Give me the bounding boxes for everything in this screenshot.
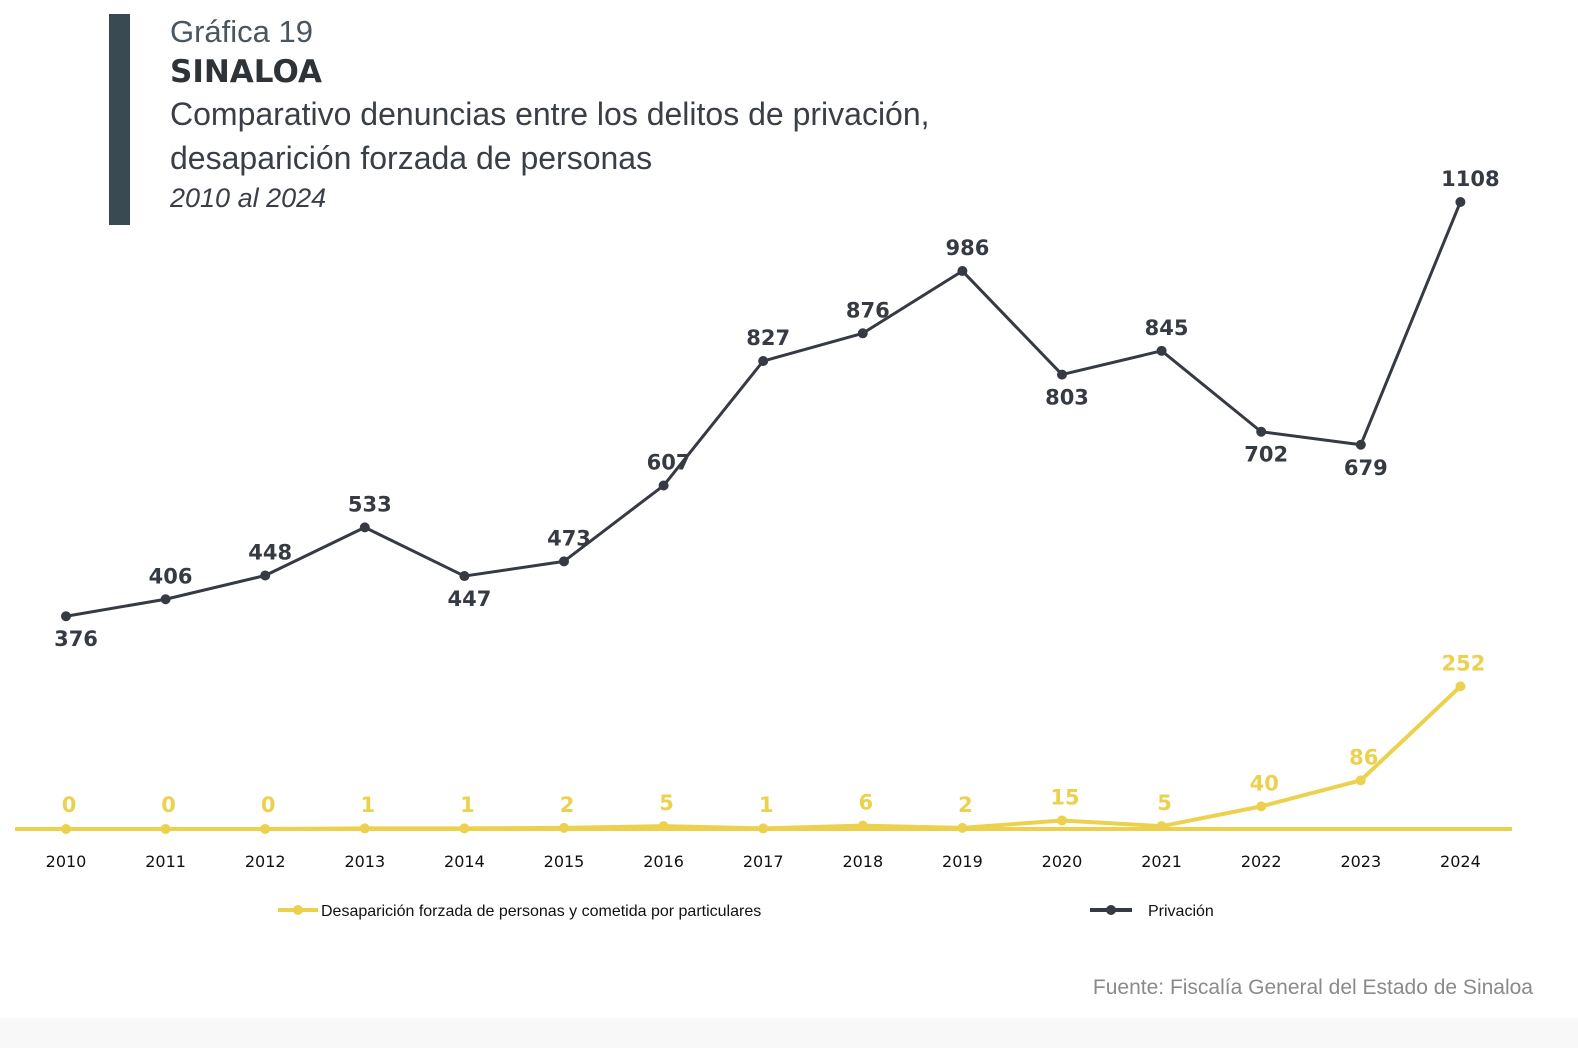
data-label: 0 — [161, 793, 176, 817]
data-point — [1057, 815, 1067, 826]
data-point — [1256, 801, 1267, 812]
data-point — [1156, 345, 1167, 356]
data-label: 473 — [547, 526, 591, 550]
chart-title-line2: desaparición forzada de personas — [170, 140, 653, 176]
data-point — [1455, 197, 1466, 207]
data-label: 1108 — [1441, 167, 1499, 191]
x-tick-label: 2021 — [1141, 852, 1182, 871]
data-point — [260, 570, 271, 581]
accent-bar — [109, 14, 130, 225]
data-point — [957, 266, 968, 277]
data-label: 876 — [846, 298, 890, 322]
chart-number: Gráfica 19 — [170, 14, 314, 49]
source-note: Fuente: Fiscalía General del Estado de S… — [1092, 976, 1533, 999]
data-point — [559, 822, 569, 833]
x-tick-label: 2019 — [942, 852, 983, 871]
data-label: 845 — [1145, 316, 1189, 340]
x-tick-label: 2018 — [842, 852, 883, 871]
data-point — [559, 556, 569, 567]
chart-subtitle: 2010 al 2024 — [170, 183, 327, 213]
data-point — [1455, 681, 1466, 692]
x-tick-label: 2017 — [743, 852, 784, 871]
x-tick-label: 2014 — [444, 852, 485, 871]
data-label: 827 — [746, 326, 790, 350]
x-tick-label: 2013 — [344, 852, 385, 871]
data-point — [758, 356, 769, 367]
data-point — [1057, 369, 1067, 380]
data-label: 533 — [348, 492, 392, 516]
data-label: 15 — [1050, 786, 1079, 810]
legend-marker-privacion — [1106, 905, 1116, 915]
x-tick-label: 2011 — [145, 852, 186, 871]
data-label: 5 — [659, 791, 674, 815]
data-label: 448 — [248, 540, 292, 564]
x-tick-label: 2023 — [1340, 852, 1381, 871]
footer-strip — [0, 1018, 1578, 1048]
x-tick-label: 2012 — [245, 852, 286, 871]
data-label: 447 — [447, 587, 491, 611]
x-tick-label: 2020 — [1042, 852, 1083, 871]
data-point — [359, 522, 370, 533]
x-tick-label: 2015 — [544, 852, 585, 871]
data-point — [359, 823, 370, 834]
data-label: 252 — [1441, 651, 1485, 675]
data-point — [957, 822, 968, 833]
data-point — [160, 824, 171, 834]
legend-label-privacion: Privación — [1148, 903, 1214, 920]
data-point — [1355, 439, 1366, 450]
data-point — [758, 823, 769, 834]
data-label: 406 — [149, 564, 193, 588]
data-label: 40 — [1250, 771, 1279, 795]
data-point — [1256, 426, 1267, 437]
data-label: 607 — [647, 451, 691, 475]
data-point — [1355, 775, 1366, 786]
data-point — [857, 820, 868, 831]
data-label: 2 — [560, 793, 575, 817]
data-label: 0 — [62, 793, 77, 817]
data-point — [61, 824, 71, 834]
data-point — [857, 328, 868, 339]
chart-title-line1: Comparativo denuncias entre los delitos … — [170, 96, 930, 132]
data-point — [459, 571, 470, 582]
data-point — [658, 480, 669, 491]
data-label: 376 — [54, 627, 98, 651]
x-tick-label: 2024 — [1440, 852, 1481, 871]
chart-header: Gráfica 19 SINALOA Comparativo denuncias… — [170, 12, 930, 216]
data-point — [160, 594, 171, 605]
data-label: 0 — [261, 793, 276, 817]
data-label: 1 — [460, 793, 475, 817]
x-tick-label: 2022 — [1241, 852, 1282, 871]
data-label: 1 — [759, 793, 774, 817]
data-point — [459, 823, 470, 834]
data-point — [1156, 821, 1167, 832]
legend-label-desaparicion: Desaparición forzada de personas y comet… — [321, 903, 761, 920]
data-label: 1 — [360, 793, 375, 817]
data-label: 986 — [945, 236, 989, 260]
state-name: SINALOA — [170, 54, 322, 90]
data-label: 679 — [1344, 456, 1388, 480]
data-point — [61, 611, 71, 622]
data-label: 803 — [1045, 386, 1089, 410]
data-label: 5 — [1157, 791, 1172, 815]
data-point — [260, 824, 271, 834]
data-label: 702 — [1244, 443, 1288, 467]
data-label: 86 — [1349, 745, 1378, 769]
data-label: 2 — [958, 793, 973, 817]
legend-marker-desaparicion — [293, 905, 303, 915]
data-label: 6 — [858, 791, 873, 815]
x-tick-label: 2016 — [643, 852, 684, 871]
data-point — [658, 821, 669, 832]
x-tick-label: 2010 — [46, 852, 87, 871]
